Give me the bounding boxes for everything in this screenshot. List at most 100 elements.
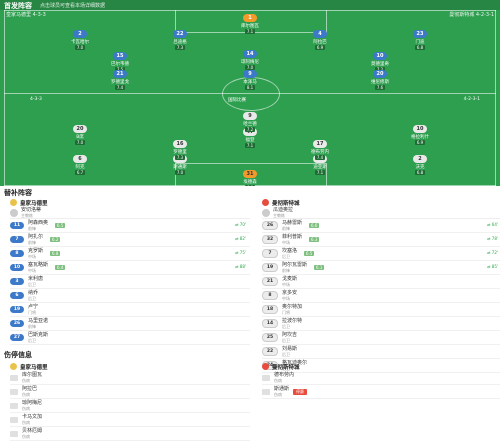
away-player[interactable]: 16 罗德里 7.3: [158, 140, 202, 161]
sub-position: 中场: [28, 267, 36, 273]
injury-row[interactable]: 德布劳内 伤病: [262, 371, 500, 385]
home-player[interactable]: 4 阿拉巴 6.9: [298, 30, 342, 51]
sub-number-badge: 11: [10, 222, 24, 229]
sub-number-badge: 7: [10, 236, 24, 243]
sub-rating: 6.4: [55, 265, 66, 270]
away-player[interactable]: 2 沃克 6.8: [398, 155, 442, 176]
sub-row[interactable]: 14 拉波尔特 后卫: [262, 317, 500, 331]
injury-row[interactable]: 斯通斯 伤病 停赛: [262, 385, 500, 399]
sub-row[interactable]: 27 巴斯克斯 后卫: [10, 331, 250, 345]
player-rating: 7.4: [114, 85, 126, 90]
away-player[interactable]: 6 阿克 6.7: [58, 155, 102, 176]
player-rating: 7.6: [374, 85, 386, 90]
away-formation: 4-2-3-1: [475, 12, 494, 18]
injury-row[interactable]: 阿拉巴 伤病: [10, 385, 250, 399]
sub-row[interactable]: 3 米利唐 后卫: [10, 275, 250, 289]
home-coach[interactable]: 安切洛蒂 主教练: [10, 207, 250, 219]
home-player[interactable]: 20 维尼修斯 7.6: [358, 70, 402, 91]
away-player[interactable]: 47 福登 7.1: [228, 128, 272, 149]
sub-position: 中场: [282, 239, 290, 245]
away-player[interactable]: 31 埃德森6.9: [228, 170, 272, 186]
sub-row[interactable]: 7 坎塞洛 后卫 6.5 ⇄ 72': [262, 247, 500, 261]
sub-position: 门将: [282, 309, 290, 315]
away-player[interactable]: 20 B席 7.0: [58, 125, 102, 146]
injury-icon: [262, 374, 270, 381]
sub-row[interactable]: 21 戈麦斯 中场: [262, 275, 500, 289]
player-number: 10: [373, 52, 387, 60]
sub-row[interactable]: 8 克罗斯 中场 6.8 ⇄ 75': [10, 247, 250, 261]
away-injuries-column: 曼彻斯特城 德布劳内 伤病 斯通斯 伤病 停赛: [262, 362, 500, 399]
sub-row[interactable]: 32 菲利普斯 中场 6.3 ⇄ 78': [262, 233, 500, 247]
sub-number-badge: 26: [10, 320, 24, 327]
home-player[interactable]: 14 琼阿梅尼 7.0: [228, 50, 272, 71]
home-player[interactable]: 1 库尔图瓦 7.1: [228, 14, 272, 35]
home-player[interactable]: 10 莫德里奇7.2: [358, 52, 402, 73]
sub-row[interactable]: 11 阿森西奥 前锋 6.5 ⇄ 70': [10, 219, 250, 233]
home-coach-name: 安切洛蒂: [21, 206, 42, 213]
home-player[interactable]: 21 罗德里戈 7.4: [98, 70, 142, 91]
page-subtitle: 点击球员可查看本场详细数据: [40, 3, 106, 9]
away-player[interactable]: 17 德布劳内 7.4: [298, 140, 342, 161]
sub-name: 卢宁: [28, 303, 39, 310]
home-player[interactable]: 2 卡瓦哈尔 7.0: [58, 30, 102, 51]
sub-row[interactable]: 18 奥尔特加 门将: [262, 303, 500, 317]
player-rating: 7.2: [374, 67, 386, 72]
sub-time: ⇄ 82': [235, 236, 246, 241]
sub-number-badge: 32: [262, 235, 278, 244]
sub-number-badge: 21: [262, 277, 278, 286]
sub-number-badge: 7: [262, 249, 278, 258]
sub-position: 后卫: [28, 295, 36, 301]
player-name: 门迪: [415, 40, 425, 45]
sub-rating: 6.1: [314, 265, 325, 270]
away-coach[interactable]: 瓜迪奥拉 主教练: [262, 207, 500, 219]
injury-row[interactable]: 卡马文加 伤病: [10, 413, 250, 427]
player-number: 17: [313, 140, 327, 148]
player-name: 斯通斯: [173, 165, 187, 170]
sub-row[interactable]: 26 马赫雷斯 前锋 6.6 ⇄ 64': [262, 219, 500, 233]
player-name: 阿克: [75, 165, 85, 170]
away-injuries-club-name: 曼彻斯特城: [272, 364, 300, 371]
away-player[interactable]: 10 格拉利什 6.9: [398, 125, 442, 146]
away-subs-club: 曼彻斯特城: [262, 198, 500, 207]
player-rating: 6.9: [314, 45, 326, 50]
sub-name: 刘易斯: [282, 345, 298, 352]
home-player[interactable]: 23 门迪 6.8: [398, 30, 442, 51]
away-injuries-club: 曼彻斯特城: [262, 362, 500, 371]
sub-row[interactable]: 19 阿尔瓦雷斯 前锋 6.1 ⇄ 85': [262, 261, 500, 275]
sub-row[interactable]: 22 刘易斯 后卫: [262, 345, 500, 359]
injury-player-name: 斯通斯: [274, 385, 290, 392]
sub-position: 后卫: [282, 323, 290, 329]
player-number: 31: [243, 170, 257, 178]
player-name: 巴尔韦德: [111, 62, 129, 67]
sub-row[interactable]: 8 京多安 中场: [262, 289, 500, 303]
home-player[interactable]: 15 巴尔韦德7.5: [98, 52, 142, 73]
home-player[interactable]: 22 吕迪格 7.3: [158, 30, 202, 51]
player-rating: 7.4: [314, 155, 326, 160]
injury-row[interactable]: 库尔图瓦 伤病: [10, 371, 250, 385]
sub-name: 菲利普斯: [282, 233, 303, 240]
injury-icon: [10, 430, 18, 437]
sub-position: 前锋: [28, 225, 36, 231]
sub-name: 米利唐: [28, 275, 44, 282]
sub-row[interactable]: 7 阿扎尔 前锋 6.2 ⇄ 82': [10, 233, 250, 247]
home-subs-club-name: 皇家马德里: [20, 200, 48, 207]
sub-time: ⇄ 85': [487, 264, 498, 269]
home-player[interactable]: 9 本泽马 8.1: [228, 70, 272, 91]
away-player[interactable]: 9 哈兰德 7.2: [228, 112, 272, 133]
injury-player-name: 库尔图瓦: [22, 371, 43, 378]
sub-row[interactable]: 10 塞瓦略斯 中场 6.4 ⇄ 88': [10, 261, 250, 275]
sub-number-badge: 26: [262, 221, 278, 230]
sub-row[interactable]: 19 卢宁 门将: [10, 303, 250, 317]
injury-row[interactable]: 琼阿梅尼 伤病: [10, 399, 250, 413]
injury-icon: [10, 416, 18, 423]
home-subs-club: 皇家马德里: [10, 198, 250, 207]
injury-row[interactable]: 贝林厄姆 伤病: [10, 427, 250, 441]
pitch: 首发阵容 点击球员可查看本场详细数据 皇家马德里 4-3-3 曼彻斯特城 4-2…: [0, 0, 500, 186]
injury-reason: 伤病: [22, 405, 30, 411]
player-number: 16: [173, 140, 187, 148]
sub-row[interactable]: 6 纳乔 后卫: [10, 289, 250, 303]
home-formation: 4-3-3: [32, 12, 46, 18]
sub-row[interactable]: 26 马里亚诺 前锋: [10, 317, 250, 331]
sub-row[interactable]: 25 阿坎吉 后卫: [262, 331, 500, 345]
sub-number-badge: 27: [10, 334, 24, 341]
